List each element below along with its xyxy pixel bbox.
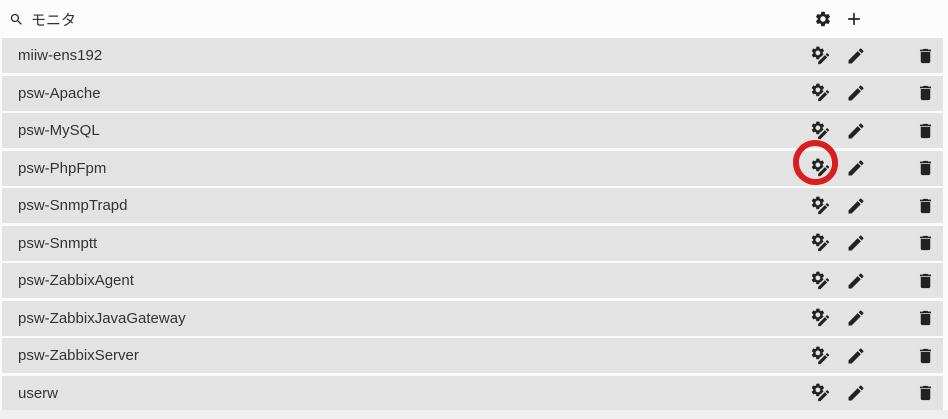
header-actions <box>813 0 864 38</box>
pencil-icon[interactable] <box>846 121 866 141</box>
panel-header: モニタ <box>0 0 948 38</box>
pencil-icon[interactable] <box>846 83 866 103</box>
monitor-name: psw-ZabbixServer <box>18 347 139 364</box>
panel-title-group: モニタ <box>9 9 76 30</box>
monitor-name: psw-Snmptt <box>18 234 98 252</box>
gear-pencil-icon[interactable] <box>811 121 831 141</box>
gear-pencil-icon[interactable] <box>811 233 831 253</box>
row-actions <box>811 151 935 186</box>
row-actions <box>811 376 935 411</box>
monitor-name: miiw-ens192 <box>18 47 103 64</box>
plus-icon[interactable] <box>844 9 864 29</box>
monitor-row[interactable]: miiw-ens192 <box>2 38 943 73</box>
pencil-icon[interactable] <box>846 308 866 328</box>
trash-icon[interactable] <box>915 383 935 403</box>
monitor-name: psw-Apache <box>18 84 101 102</box>
monitor-row[interactable]: psw-Apache <box>2 75 943 111</box>
row-actions <box>811 338 935 373</box>
panel-title: モニタ <box>31 11 77 29</box>
gear-pencil-icon[interactable] <box>811 83 831 103</box>
pencil-icon[interactable] <box>846 233 866 253</box>
row-actions <box>811 38 935 73</box>
gear-pencil-icon[interactable] <box>811 196 831 216</box>
footer-strip <box>0 410 948 419</box>
pencil-icon[interactable] <box>846 46 866 66</box>
row-actions <box>811 113 935 148</box>
trash-icon[interactable] <box>915 233 935 253</box>
row-actions <box>811 226 935 261</box>
monitor-row[interactable]: userw <box>2 375 943 411</box>
pencil-icon[interactable] <box>846 383 866 403</box>
gear-pencil-icon[interactable] <box>811 271 831 291</box>
monitor-row[interactable]: psw-ZabbixJavaGateway <box>2 300 943 336</box>
trash-icon[interactable] <box>915 308 935 328</box>
pencil-icon[interactable] <box>846 158 866 178</box>
gear-pencil-icon[interactable] <box>811 346 831 366</box>
monitor-name: psw-SnmpTrapd <box>18 197 128 214</box>
row-actions <box>811 263 935 298</box>
gear-pencil-icon[interactable] <box>811 46 831 66</box>
trash-icon[interactable] <box>915 46 935 66</box>
search-icon[interactable] <box>9 12 24 27</box>
monitor-name: psw-ZabbixAgent <box>18 272 134 289</box>
gear-icon[interactable] <box>813 9 833 29</box>
row-actions <box>811 301 935 336</box>
gear-pencil-icon[interactable] <box>811 158 831 178</box>
trash-icon[interactable] <box>915 196 935 216</box>
trash-icon[interactable] <box>915 271 935 291</box>
trash-icon[interactable] <box>915 158 935 178</box>
monitor-name: psw-PhpFpm <box>18 159 107 177</box>
monitor-name: psw-ZabbixJavaGateway <box>18 309 186 327</box>
pencil-icon[interactable] <box>846 271 866 291</box>
trash-icon[interactable] <box>915 83 935 103</box>
trash-icon[interactable] <box>915 346 935 366</box>
monitor-name: userw <box>18 384 59 402</box>
pencil-icon[interactable] <box>846 196 866 216</box>
monitor-row[interactable]: psw-Snmptt <box>2 225 943 261</box>
gear-pencil-icon[interactable] <box>811 308 831 328</box>
monitor-row[interactable]: psw-SnmpTrapd <box>2 188 943 223</box>
monitor-row[interactable]: psw-PhpFpm <box>2 150 943 186</box>
gear-pencil-icon[interactable] <box>811 383 831 403</box>
monitor-row[interactable]: psw-ZabbixAgent <box>2 263 943 298</box>
monitor-row[interactable]: psw-MySQL <box>2 113 943 148</box>
pencil-icon[interactable] <box>846 346 866 366</box>
row-actions <box>811 188 935 223</box>
monitor-name: psw-MySQL <box>18 122 100 139</box>
monitor-row[interactable]: psw-ZabbixServer <box>2 338 943 373</box>
trash-icon[interactable] <box>915 121 935 141</box>
row-actions <box>811 76 935 111</box>
monitor-list: miiw-ens192 psw-Apache <box>0 38 948 413</box>
